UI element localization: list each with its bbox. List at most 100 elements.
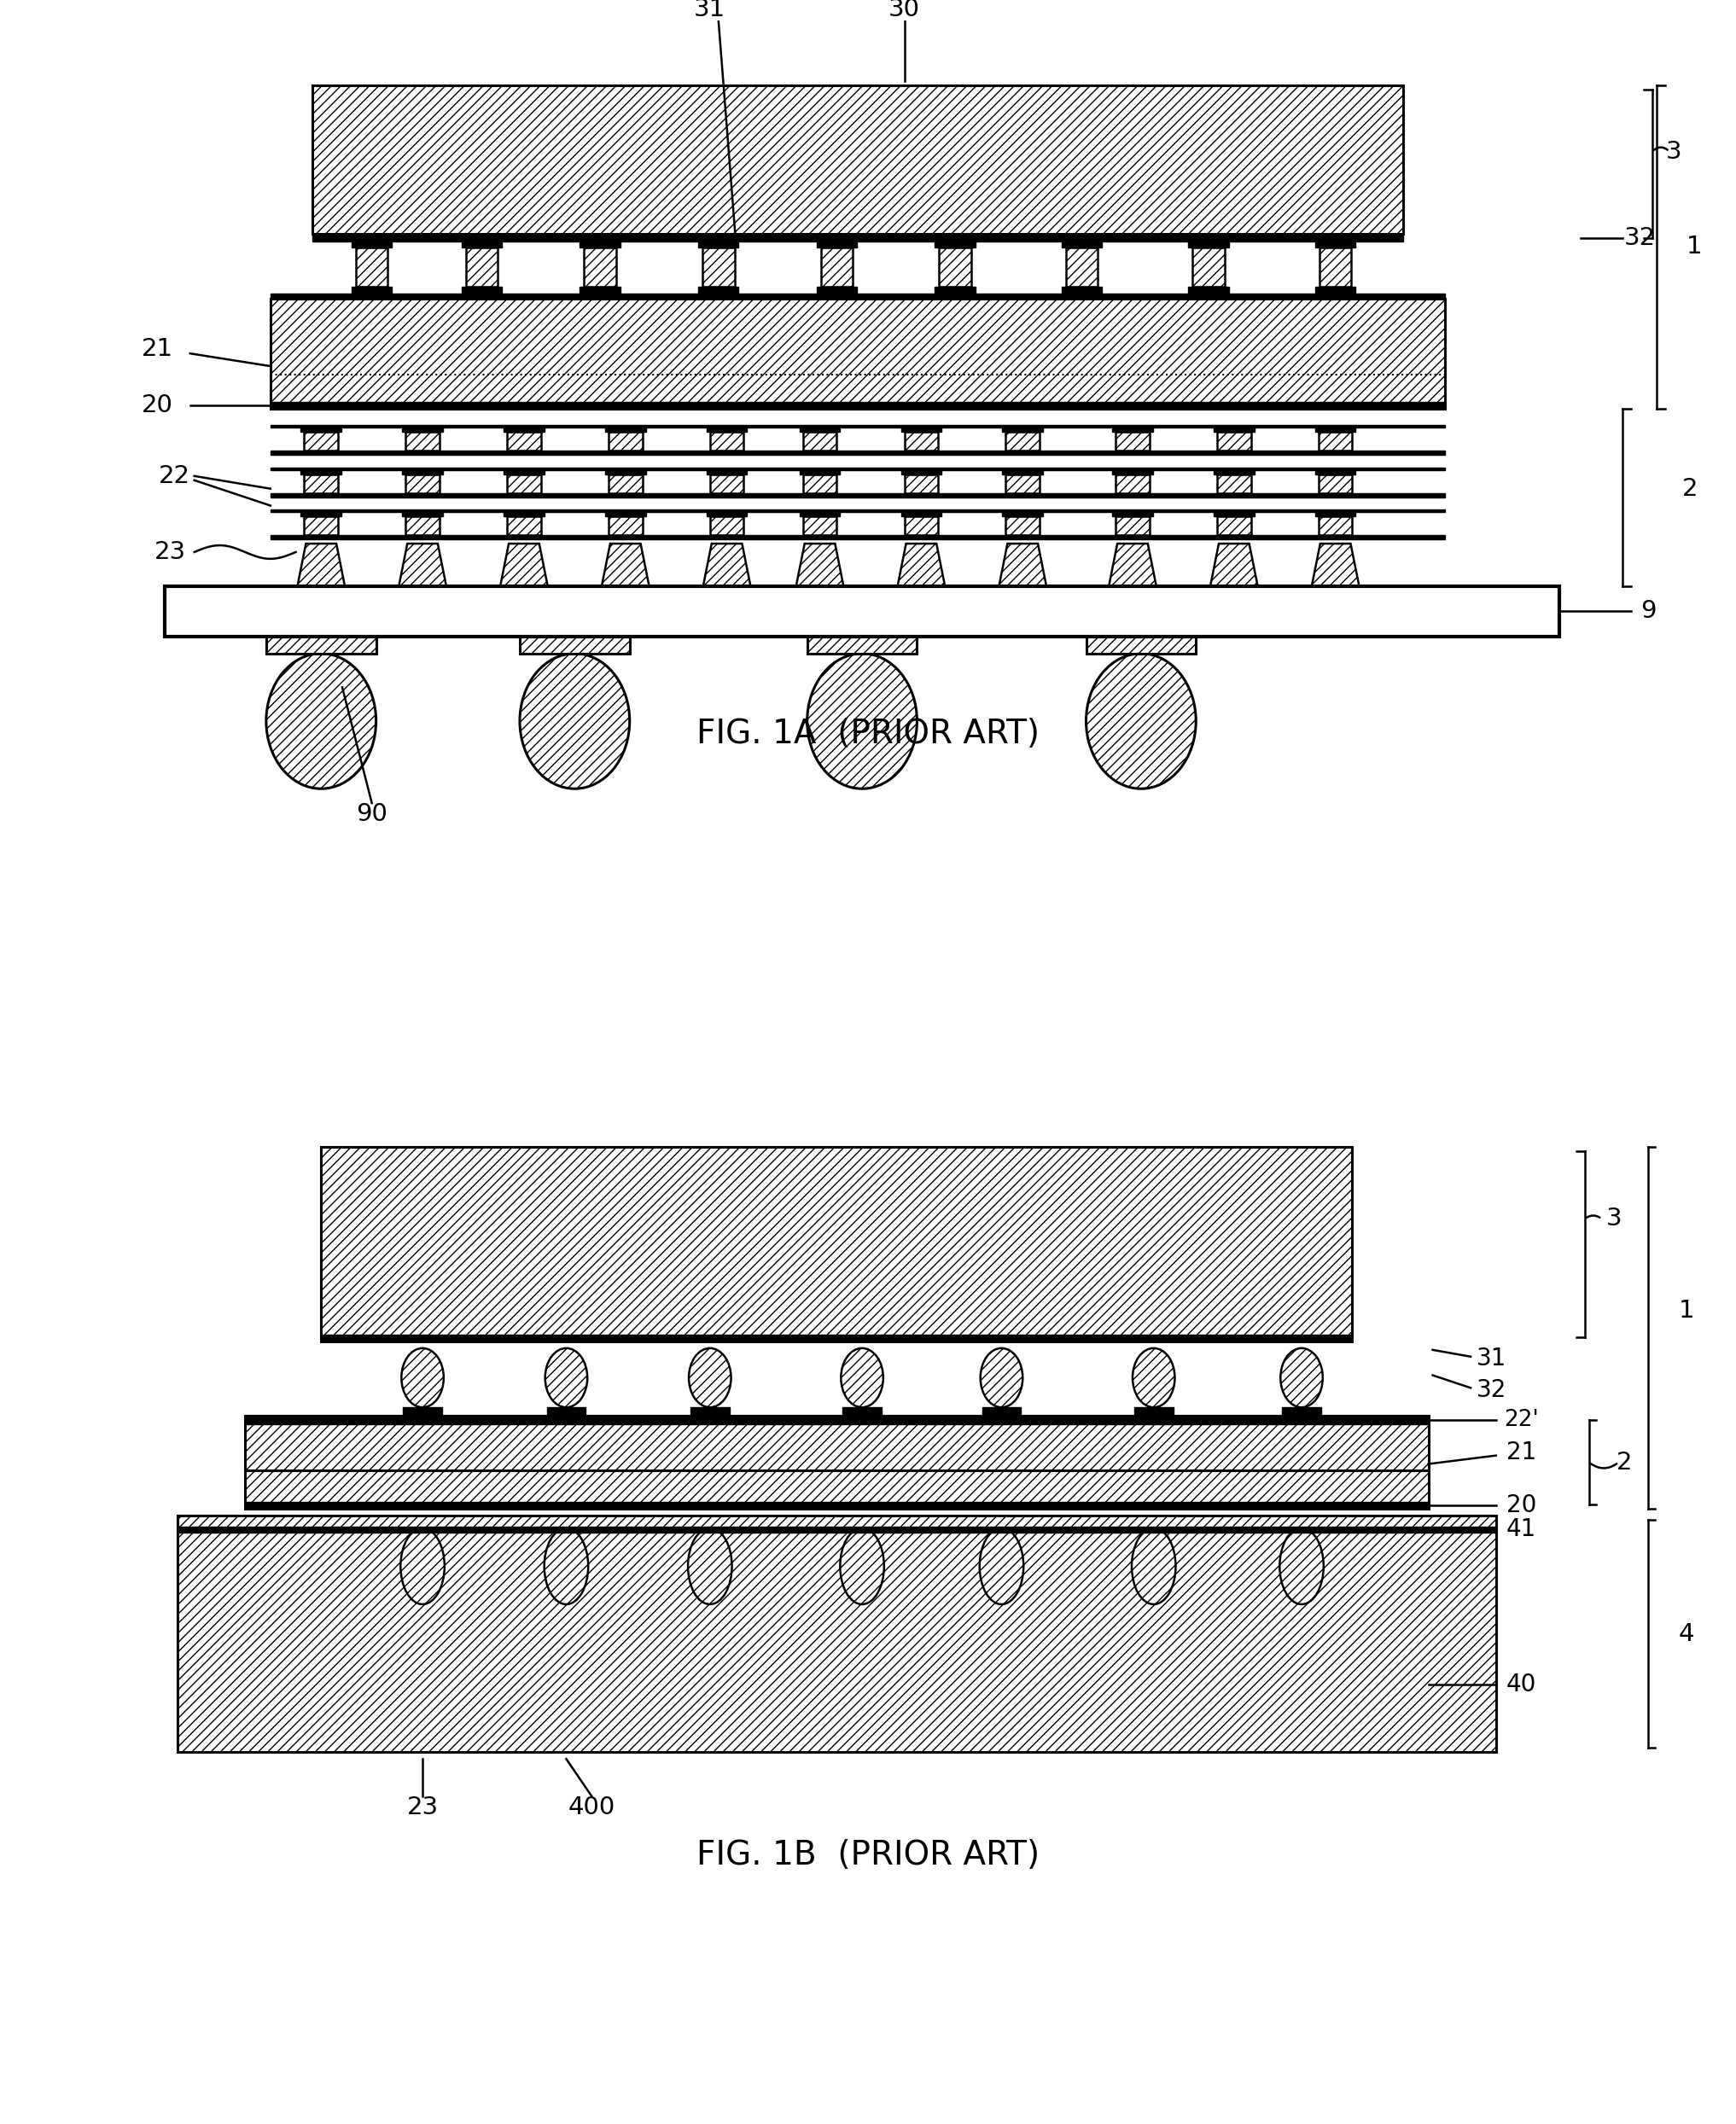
Polygon shape <box>998 544 1047 586</box>
Bar <box>271 467 1446 469</box>
Text: 90: 90 <box>356 803 387 826</box>
Bar <box>698 287 740 293</box>
Ellipse shape <box>1132 1349 1175 1408</box>
Bar <box>1002 512 1043 516</box>
Ellipse shape <box>519 654 630 788</box>
Bar <box>300 427 342 431</box>
Bar <box>804 474 837 493</box>
Bar <box>1193 249 1224 287</box>
Bar <box>800 512 840 516</box>
Bar <box>245 1417 1429 1508</box>
Bar <box>312 234 1403 242</box>
Bar <box>807 637 917 654</box>
Bar <box>177 1527 1496 1531</box>
Text: 20: 20 <box>1507 1493 1536 1517</box>
Bar <box>503 512 545 516</box>
Text: 31: 31 <box>694 0 726 21</box>
Bar <box>901 512 941 516</box>
Bar <box>300 469 342 474</box>
Bar <box>1316 427 1356 431</box>
Bar <box>1217 431 1252 450</box>
Polygon shape <box>500 544 547 586</box>
Bar <box>465 249 498 287</box>
Bar <box>1002 469 1043 474</box>
Bar <box>304 431 339 450</box>
Text: 31: 31 <box>1477 1347 1507 1370</box>
Bar <box>356 249 387 287</box>
Bar <box>271 493 1446 497</box>
Bar <box>609 474 642 493</box>
Bar <box>1217 474 1252 493</box>
Bar <box>403 469 443 474</box>
Bar <box>245 1417 1429 1425</box>
Bar <box>1113 469 1153 474</box>
Bar <box>1061 242 1102 249</box>
Text: 23: 23 <box>406 1795 439 1818</box>
Bar <box>580 242 620 249</box>
Bar <box>300 512 342 516</box>
Bar <box>1319 474 1352 493</box>
Ellipse shape <box>689 1349 731 1408</box>
Polygon shape <box>297 544 345 586</box>
Polygon shape <box>898 544 944 586</box>
Polygon shape <box>399 544 446 586</box>
Bar <box>1002 427 1043 431</box>
Bar <box>503 427 545 431</box>
Text: 2: 2 <box>1616 1451 1632 1474</box>
Ellipse shape <box>1279 1527 1323 1604</box>
Bar <box>352 242 392 249</box>
Bar <box>1066 249 1097 287</box>
Bar <box>507 474 542 493</box>
Bar <box>609 516 642 535</box>
Bar <box>271 299 1446 408</box>
Ellipse shape <box>840 1527 884 1604</box>
Ellipse shape <box>1281 1349 1323 1408</box>
Ellipse shape <box>840 1349 884 1408</box>
Polygon shape <box>602 544 649 586</box>
Ellipse shape <box>1132 1527 1175 1604</box>
Bar <box>266 637 377 654</box>
Bar <box>606 512 646 516</box>
Text: 23: 23 <box>155 539 186 565</box>
Bar <box>547 1408 585 1417</box>
Bar <box>691 1408 729 1417</box>
Bar <box>904 431 937 450</box>
Bar <box>403 1408 443 1417</box>
Bar <box>1113 427 1153 431</box>
Text: 1: 1 <box>1679 1300 1694 1323</box>
Bar <box>1213 512 1255 516</box>
Text: 3: 3 <box>1606 1206 1623 1230</box>
Bar <box>462 242 502 249</box>
Bar <box>606 469 646 474</box>
Text: 400: 400 <box>568 1795 615 1818</box>
Bar <box>804 431 837 450</box>
Text: FIG. 1A  (PRIOR ART): FIG. 1A (PRIOR ART) <box>696 718 1040 750</box>
Bar <box>904 516 937 535</box>
Bar <box>1319 249 1352 287</box>
Bar <box>352 287 392 293</box>
Ellipse shape <box>545 1527 589 1604</box>
Ellipse shape <box>807 654 917 788</box>
Bar <box>816 242 858 249</box>
Text: 30: 30 <box>889 0 920 21</box>
Text: 32: 32 <box>1477 1378 1507 1402</box>
Bar <box>271 293 1446 299</box>
Bar <box>1116 474 1149 493</box>
Polygon shape <box>703 544 750 586</box>
Bar <box>1113 512 1153 516</box>
Bar <box>901 427 941 431</box>
Bar <box>1283 1408 1321 1417</box>
Bar <box>606 427 646 431</box>
Text: 22: 22 <box>158 463 191 489</box>
Bar <box>507 431 542 450</box>
Text: 3: 3 <box>1665 140 1682 164</box>
Bar <box>1316 512 1356 516</box>
Bar <box>507 516 542 535</box>
Text: FIG. 1B  (PRIOR ART): FIG. 1B (PRIOR ART) <box>696 1839 1040 1871</box>
Bar <box>1087 637 1196 654</box>
Ellipse shape <box>266 654 377 788</box>
Bar <box>321 1147 1352 1342</box>
Ellipse shape <box>687 1527 733 1604</box>
Text: 32: 32 <box>1623 225 1656 251</box>
Bar <box>271 425 1446 427</box>
